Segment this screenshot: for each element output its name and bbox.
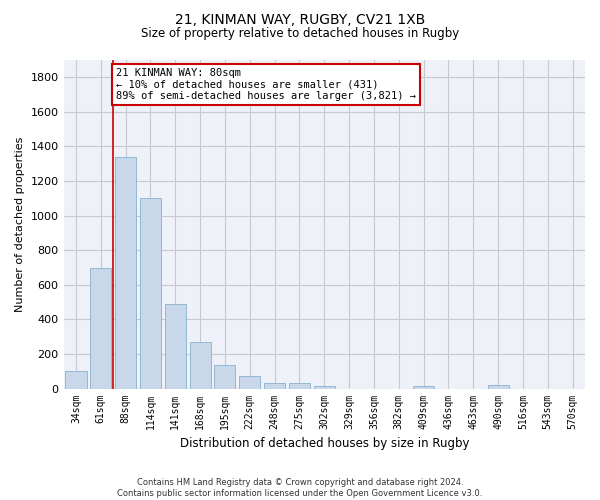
Bar [239, 376, 260, 388]
Text: Contains HM Land Registry data © Crown copyright and database right 2024.
Contai: Contains HM Land Registry data © Crown c… [118, 478, 482, 498]
Bar [165, 304, 186, 388]
Bar [140, 198, 161, 388]
Bar [289, 383, 310, 388]
Bar [90, 268, 112, 388]
Bar [413, 386, 434, 388]
X-axis label: Distribution of detached houses by size in Rugby: Distribution of detached houses by size … [179, 437, 469, 450]
Bar [314, 386, 335, 388]
Text: 21 KINMAN WAY: 80sqm
← 10% of detached houses are smaller (431)
89% of semi-deta: 21 KINMAN WAY: 80sqm ← 10% of detached h… [116, 68, 416, 101]
Y-axis label: Number of detached properties: Number of detached properties [15, 136, 25, 312]
Text: 21, KINMAN WAY, RUGBY, CV21 1XB: 21, KINMAN WAY, RUGBY, CV21 1XB [175, 12, 425, 26]
Bar [214, 365, 235, 388]
Bar [190, 342, 211, 388]
Text: Size of property relative to detached houses in Rugby: Size of property relative to detached ho… [141, 28, 459, 40]
Bar [264, 383, 285, 388]
Bar [488, 385, 509, 388]
Bar [65, 372, 86, 388]
Bar [115, 157, 136, 388]
